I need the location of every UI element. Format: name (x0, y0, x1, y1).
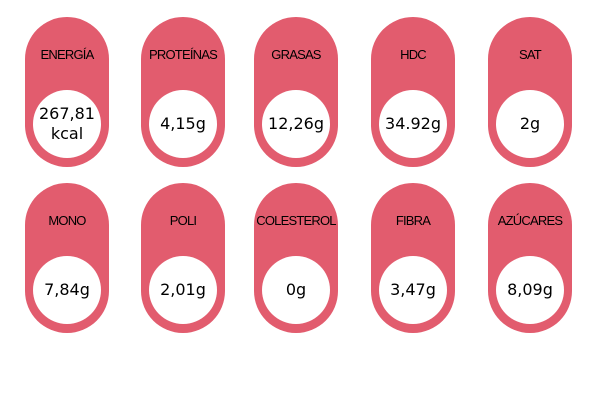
nutrient-value-circle: 8,09g (496, 256, 564, 324)
nutrient-value: 8,09g (507, 280, 553, 299)
nutrient-card-sat: SAT 2g (488, 17, 572, 167)
nutrient-value-circle: 0g (262, 256, 330, 324)
nutrient-label: ENERGÍA (40, 47, 95, 62)
nutrient-value-circle: 2,01g (149, 256, 217, 324)
nutrient-label: SAT (519, 47, 542, 62)
nutrient-card-grasas: GRASAS 12,26g (254, 17, 338, 167)
nutrient-value-circle: 34.92g (379, 90, 447, 158)
nutrient-card-mono: MONO 7,84g (25, 183, 109, 333)
nutrient-card-hdc: HDC 34.92g (371, 17, 455, 167)
nutrient-value-circle: 12,26g (262, 90, 330, 158)
nutrient-value: 267,81 kcal (39, 104, 95, 143)
nutrient-label: HDC (400, 47, 427, 62)
nutrient-label: GRASAS (271, 47, 321, 62)
nutrient-value: 12,26g (268, 114, 324, 133)
nutrient-label: FIBRA (395, 213, 431, 228)
nutrient-card-poli: POLI 2,01g (141, 183, 225, 333)
nutrient-card-fibra: FIBRA 3,47g (371, 183, 455, 333)
nutrient-card-azucares: AZÚCARES 8,09g (488, 183, 572, 333)
nutrient-value-circle: 267,81 kcal (33, 90, 101, 158)
nutrient-card-energia: ENERGÍA 267,81 kcal (25, 17, 109, 167)
nutrient-card-proteinas: PROTEÍNAS 4,15g (141, 17, 225, 167)
nutrient-label: PROTEÍNAS (149, 47, 218, 62)
nutrient-value: 2g (519, 114, 541, 133)
nutrient-label: AZÚCARES (497, 213, 563, 228)
nutrient-value: 2,01g (160, 280, 206, 299)
nutrient-label: MONO (48, 213, 86, 228)
nutrient-label: POLI (169, 213, 197, 228)
nutrient-value-circle: 3,47g (379, 256, 447, 324)
nutrient-label: COLESTEROL (256, 213, 336, 228)
nutrient-value-circle: 2g (496, 90, 564, 158)
nutrient-card-colesterol: COLESTEROL 0g (254, 183, 338, 333)
nutrient-value: 4,15g (160, 114, 206, 133)
nutrient-value: 34.92g (385, 114, 441, 133)
nutrient-value-circle: 4,15g (149, 90, 217, 158)
nutrient-value: 0g (285, 280, 307, 299)
nutrient-value: 3,47g (390, 280, 436, 299)
nutrient-value-circle: 7,84g (33, 256, 101, 324)
nutrient-value: 7,84g (44, 280, 90, 299)
